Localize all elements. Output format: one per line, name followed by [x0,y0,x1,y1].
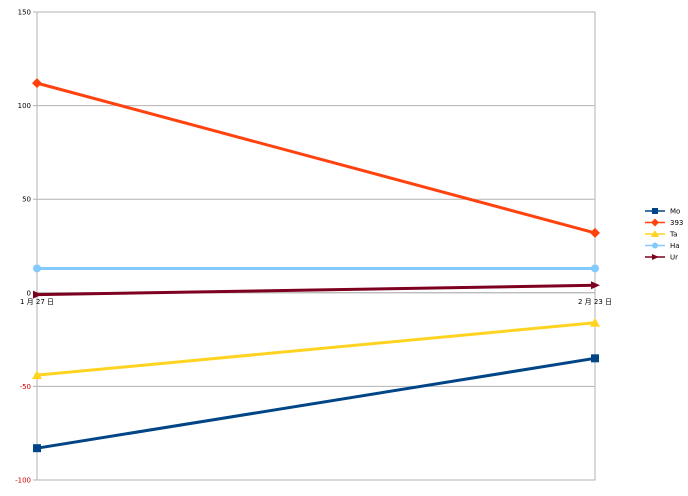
legend-marker [651,230,659,237]
data-point [590,227,600,238]
series-3 [33,264,599,273]
data-point [33,264,41,273]
legend-entry: Ur [645,254,678,262]
legend-entry: Mo [645,208,680,216]
legend-marker [651,218,659,227]
legend-marker [652,254,659,260]
x-tick-label: 2 月 23 日 [578,298,612,306]
series-lines [32,78,600,453]
series-0 [33,354,599,453]
series-line [36,356,596,450]
data-point [32,78,42,89]
y-tick-labels: -100 -50 0 50 100 150 [15,9,31,485]
series-line [36,81,596,235]
series-4 [33,281,600,299]
series-1 [32,78,600,238]
y-tick-label: -100 [15,477,31,485]
legend-marker [652,208,658,214]
legend-label: Ur [670,254,678,262]
data-point [33,290,42,299]
y-tick-label: 50 [22,196,31,204]
y-tick-label: 100 [18,102,31,110]
legend-label: 393 [670,219,683,227]
y-tick-label: -50 [20,383,31,391]
data-point [591,281,600,290]
data-point [33,444,41,453]
series-2 [32,317,600,380]
y-tick-label: 150 [18,9,31,17]
series-line [36,321,596,377]
gridlines [33,11,596,481]
x-tick-label: 1 月 27 日 [20,298,54,306]
data-point [590,317,600,327]
data-point [591,354,599,363]
legend-entry: Ta [645,230,677,239]
legend: Mo 393 Ta Ha Ur [645,208,683,262]
data-point [32,370,42,380]
y-tick-label: 0 [27,289,31,297]
series-line [36,283,596,297]
legend-label: Mo [670,208,680,216]
legend-label: Ta [669,231,677,239]
data-point [591,264,599,273]
legend-entry: Ha [645,242,680,250]
plot-area-border [36,11,596,481]
legend-marker [652,242,658,249]
legend-label: Ha [670,242,680,250]
x-tick-labels: 1 月 27 日 2 月 23 日 [20,298,612,306]
legend-entry: 393 [645,218,683,227]
